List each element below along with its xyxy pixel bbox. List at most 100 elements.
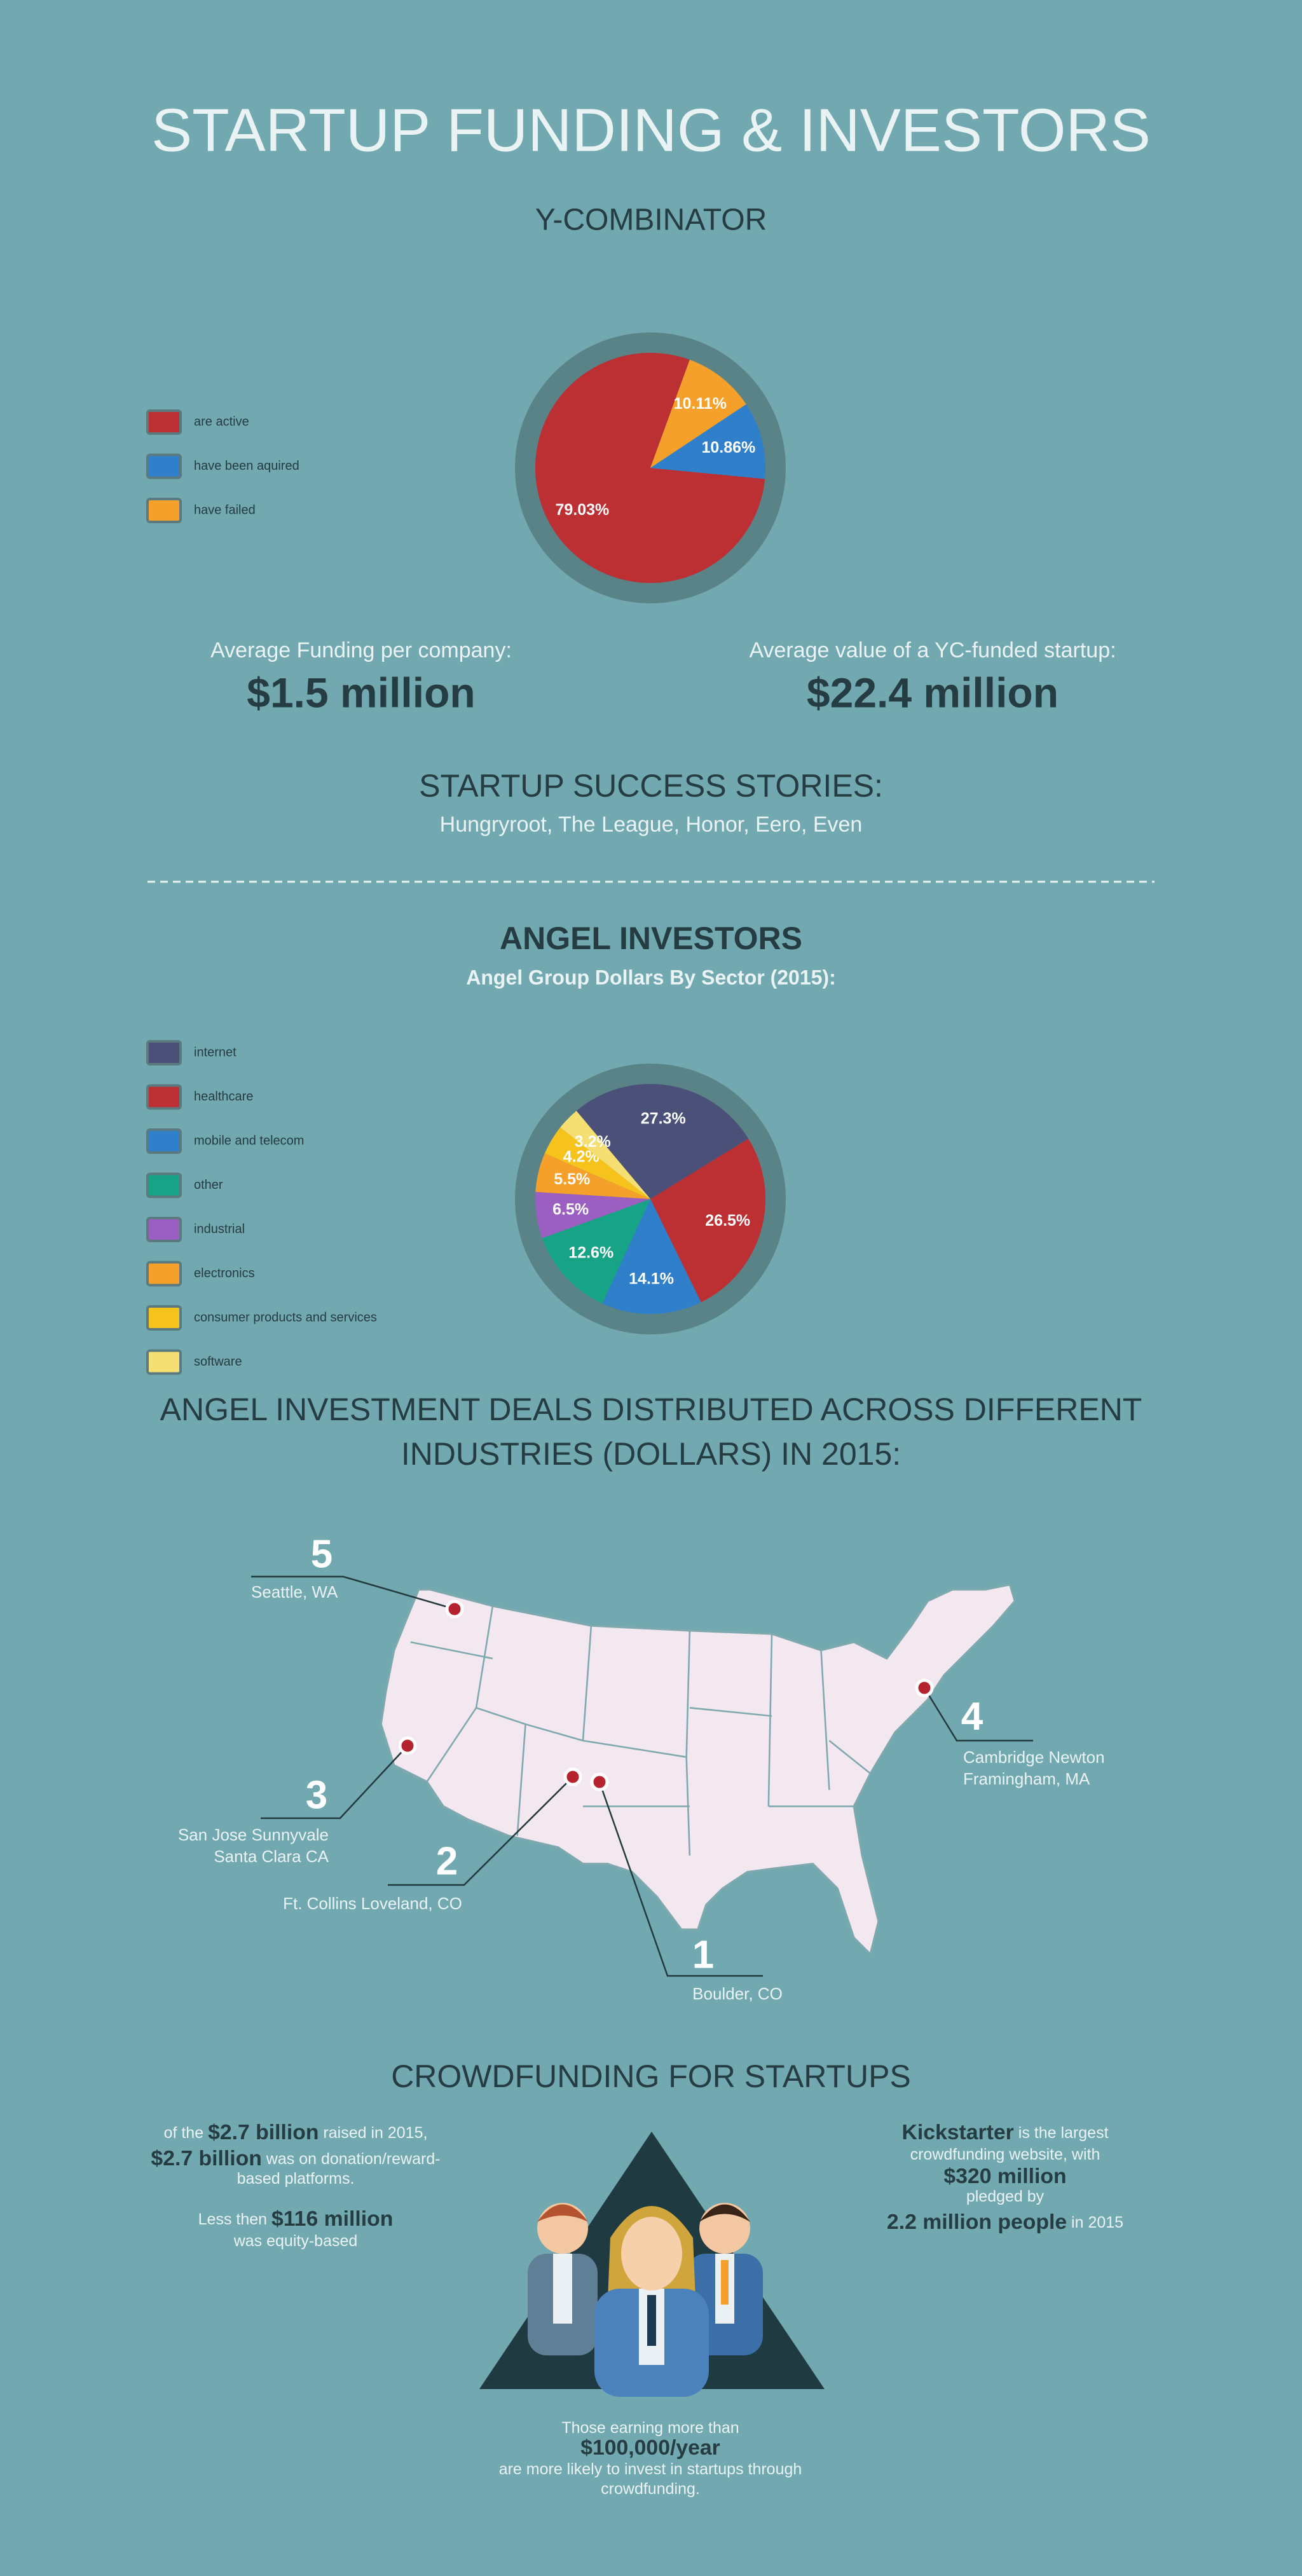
- legend-swatch: [146, 453, 182, 479]
- map-pin: [398, 1736, 417, 1755]
- location-label: Framingham, MA: [963, 1769, 1090, 1788]
- paragraph-line: $320 million: [943, 2164, 1066, 2188]
- map-pin: [563, 1767, 582, 1786]
- data-label: 27.3%: [641, 1110, 686, 1128]
- legend-label: mobile and telecom: [194, 1134, 304, 1148]
- data-label: 10.11%: [674, 395, 727, 413]
- map-pin: [590, 1772, 609, 1792]
- pie-slice: [535, 353, 765, 583]
- paragraph-line: pledged by: [966, 2188, 1045, 2205]
- pie-slice: [544, 1127, 650, 1199]
- text-run: is the largest: [1014, 2124, 1109, 2142]
- us-map: [380, 1584, 1016, 1956]
- text-run: based platforms.: [237, 2170, 355, 2188]
- paragraph-line: $2.7 billion was on donation/reward-: [151, 2146, 440, 2170]
- pie-slice: [650, 404, 766, 479]
- highlight: 2.2 million people: [887, 2210, 1067, 2234]
- data-label: 10.86%: [702, 439, 756, 456]
- legend-swatch: [146, 409, 182, 435]
- data-label: 3.2%: [575, 1133, 611, 1151]
- pie-slice: [560, 1111, 650, 1199]
- rank-number: 2: [436, 1839, 458, 1883]
- paragraph-line: Those earning more than: [561, 2419, 739, 2437]
- stat-value: $22.4 million: [807, 669, 1059, 716]
- map-pin: [915, 1678, 934, 1697]
- pie-slice: [542, 1199, 650, 1304]
- location-label: Santa Clara CA: [214, 1847, 329, 1866]
- paragraph-line: of the $2.7 billion raised in 2015,: [164, 2120, 428, 2144]
- legend-swatch: [146, 1349, 182, 1375]
- success-list: Hungryroot, The League, Honor, Eero, Eve…: [440, 812, 863, 837]
- person-hair: [537, 2204, 588, 2222]
- legend-label: internet: [194, 1045, 236, 1059]
- section-heading: CROWDFUNDING FOR STARTUPS: [391, 2059, 911, 2094]
- section-heading: INDUSTRIES (DOLLARS) IN 2015:: [401, 1436, 901, 1472]
- stat-value: $1.5 million: [247, 669, 475, 716]
- legend-swatch: [146, 1261, 182, 1287]
- legend-swatch: [146, 498, 182, 523]
- stat-label: Average value of a YC-funded startup:: [749, 638, 1116, 662]
- text-run: pledged by: [966, 2188, 1045, 2205]
- rank-number: 5: [311, 1532, 332, 1576]
- location-label: San Jose Sunnyvale: [178, 1825, 329, 1844]
- legend-label: other: [194, 1178, 223, 1192]
- text-run: was equity-based: [233, 2232, 358, 2250]
- person-hair: [699, 2204, 750, 2222]
- legend-label: have failed: [194, 503, 256, 517]
- paragraph-line: $100,000/year: [580, 2436, 720, 2460]
- text-run: raised in 2015,: [319, 2124, 427, 2142]
- legend-label: software: [194, 1355, 242, 1369]
- location-label: Seattle, WA: [251, 1582, 338, 1601]
- leader-line: [261, 1745, 408, 1819]
- leader-line: [923, 1687, 1033, 1742]
- legend-label: electronics: [194, 1266, 255, 1280]
- highlight: $2.7 billion: [151, 2146, 261, 2170]
- pie-slice: [650, 359, 746, 468]
- person-head: [621, 2217, 682, 2291]
- pie-slice: [576, 1083, 749, 1199]
- legend-swatch: [146, 1084, 182, 1110]
- rank-number: 1: [692, 1933, 714, 1977]
- text-run: Those earning more than: [561, 2419, 739, 2437]
- data-label: 5.5%: [554, 1170, 590, 1188]
- text-run: crowdfunding.: [601, 2480, 700, 2498]
- state-borders: [410, 1605, 871, 1856]
- legend-swatch: [146, 1128, 182, 1154]
- legend-label: consumer products and services: [194, 1310, 377, 1324]
- person-tie: [721, 2260, 729, 2305]
- legend-swatch: [146, 1305, 182, 1331]
- pie-slice: [602, 1199, 701, 1314]
- person-shirt: [553, 2254, 572, 2324]
- data-label: 12.6%: [568, 1243, 613, 1261]
- legend-swatch: [146, 1040, 182, 1065]
- people-illustration: [479, 2132, 825, 2397]
- chart-title: Angel Group Dollars By Sector (2015):: [466, 966, 835, 989]
- pie-slice: [535, 1153, 650, 1199]
- rank-number: 3: [306, 1773, 327, 1817]
- paragraph-line: 2.2 million people in 2015: [887, 2210, 1123, 2234]
- legend-swatch: [146, 1172, 182, 1198]
- text-run: crowdfunding website, with: [910, 2146, 1100, 2163]
- text-run: in 2015: [1067, 2214, 1123, 2231]
- rank-number: 4: [961, 1694, 983, 1738]
- text-run: are more likely to invest in startups th…: [499, 2460, 802, 2478]
- legend-label: have been aquired: [194, 459, 299, 473]
- legend-swatch: [146, 1217, 182, 1242]
- leader-line: [388, 1776, 573, 1886]
- text-run: Less then: [198, 2210, 271, 2228]
- pie-slice: [535, 1191, 650, 1238]
- paragraph-line: was equity-based: [233, 2232, 358, 2250]
- section-heading: ANGEL INVESTMENT DEALS DISTRIBUTED ACROS…: [160, 1392, 1142, 1427]
- paragraph-line: Less then $116 million: [198, 2207, 394, 2231]
- location-label: Boulder, CO: [692, 1984, 783, 2003]
- pie-slice: [650, 1139, 766, 1303]
- data-label: 14.1%: [629, 1270, 674, 1287]
- map-pin: [445, 1600, 464, 1619]
- stat-label: Average Funding per company:: [210, 638, 512, 662]
- data-label: 26.5%: [705, 1212, 750, 1230]
- section-heading: STARTUP SUCCESS STORIES:: [419, 768, 883, 804]
- location-label: Ft. Collins Loveland, CO: [283, 1894, 462, 1913]
- data-label: 6.5%: [552, 1201, 589, 1219]
